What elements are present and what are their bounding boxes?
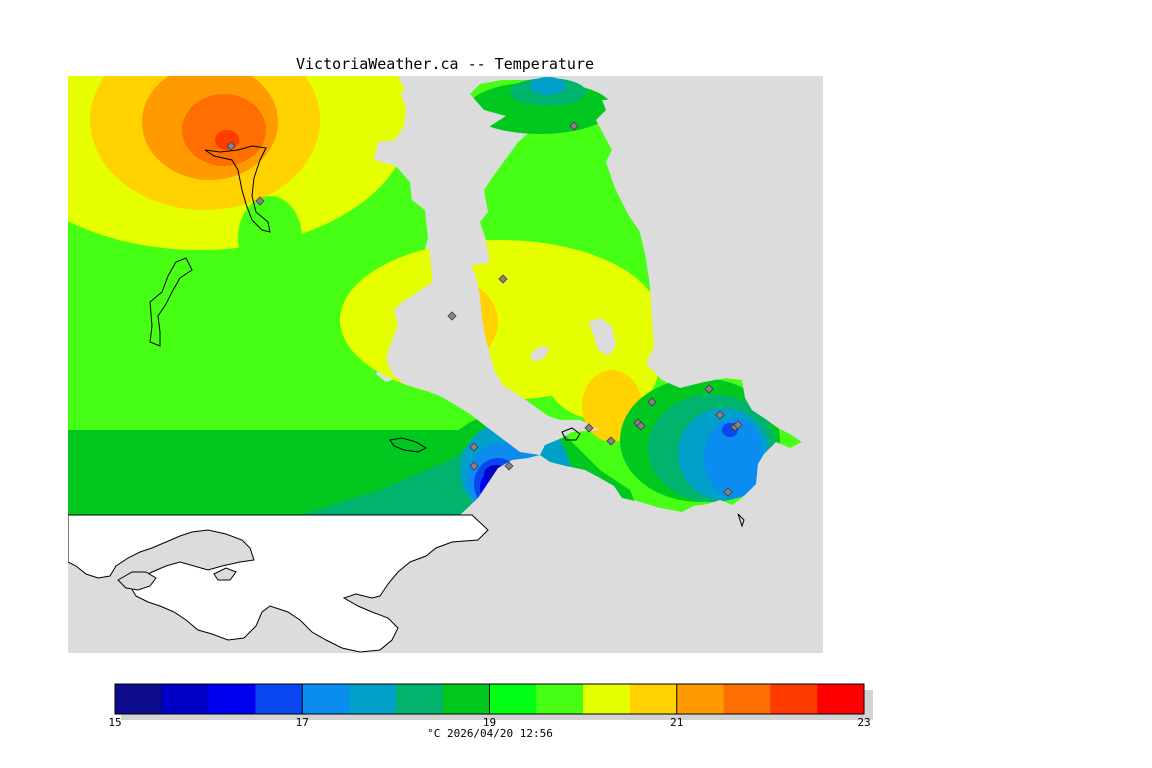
north-tip-blue-zone xyxy=(530,77,566,95)
colorbar-segments xyxy=(114,683,865,715)
north-island-coast xyxy=(389,437,428,453)
south-strait-water xyxy=(460,455,740,515)
east-outer-water xyxy=(596,90,823,515)
station-marker[interactable] xyxy=(584,423,594,433)
colorbar-segment xyxy=(161,684,210,714)
colorbar-segment xyxy=(583,684,631,714)
east-light-blue-zone xyxy=(704,418,764,498)
station-marker[interactable] xyxy=(723,487,733,497)
lake-2-water xyxy=(530,346,550,362)
station-marker[interactable] xyxy=(469,461,479,471)
west-island-coast xyxy=(149,257,193,347)
inner-channel-water xyxy=(386,264,600,455)
colorbar-segment xyxy=(349,684,397,714)
colorbar-segment xyxy=(255,684,303,714)
station-marker[interactable] xyxy=(647,397,657,407)
station-marker[interactable] xyxy=(636,421,646,431)
colorbar-segment xyxy=(676,684,725,714)
station-marker[interactable] xyxy=(504,461,514,471)
colorbar-segment xyxy=(115,684,163,714)
colorbar-segment xyxy=(536,684,584,714)
station-marker[interactable] xyxy=(704,384,714,394)
colorbar-segment xyxy=(489,684,537,714)
inlet-water-channel xyxy=(374,92,506,274)
southern-land-no-data xyxy=(68,514,489,653)
south-inlet-coast xyxy=(561,427,581,441)
colorbar-ticks: 15 17 19 21 23 xyxy=(108,684,871,729)
colorbar-segment xyxy=(770,684,818,714)
west-deep-orange-zone xyxy=(182,94,266,166)
colorbar-segment xyxy=(723,684,771,714)
station-marker[interactable] xyxy=(447,311,457,321)
colorbar-tick-label: 21 xyxy=(670,716,683,729)
southern-inner-lake xyxy=(117,571,157,591)
station-marker[interactable] xyxy=(498,274,508,284)
coastlines xyxy=(149,145,745,528)
station-marker[interactable] xyxy=(715,410,725,420)
water-masks xyxy=(374,90,823,515)
west-red-orange-zone xyxy=(215,130,239,150)
colorbar-tick-label: 17 xyxy=(296,716,309,729)
colorbar-segment xyxy=(817,684,865,714)
colorbar: 15 17 19 21 23 °C 2026/04/20 12:56 xyxy=(108,683,873,740)
north-strip-coast xyxy=(204,145,271,233)
colorbar-segment xyxy=(629,684,678,714)
colorbar-segment xyxy=(395,684,444,714)
colorbar-tick-label: 15 xyxy=(108,716,121,729)
station-markers xyxy=(226,121,743,497)
east-island-coast xyxy=(737,513,745,528)
north-green-zone xyxy=(238,196,302,280)
southern-inner-lake-2 xyxy=(213,567,237,581)
station-marker[interactable] xyxy=(606,436,616,446)
colorbar-segment xyxy=(302,684,350,714)
station-marker[interactable] xyxy=(569,121,579,131)
colorbar-segment xyxy=(208,684,256,714)
colorbar-tick-label: 19 xyxy=(483,716,496,729)
colorbar-tick-label: 23 xyxy=(857,716,870,729)
lake-1-water xyxy=(588,318,616,356)
colorbar-segment xyxy=(442,684,490,714)
station-marker[interactable] xyxy=(255,196,265,206)
map-area[interactable] xyxy=(0,0,823,653)
station-marker[interactable] xyxy=(733,420,743,430)
station-marker[interactable] xyxy=(226,141,236,151)
station-marker[interactable] xyxy=(469,442,479,452)
colorbar-caption: °C 2026/04/20 12:56 xyxy=(427,727,553,740)
map-title: VictoriaWeather.ca -- Temperature xyxy=(296,55,594,73)
